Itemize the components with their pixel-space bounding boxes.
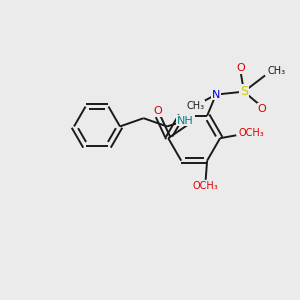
Text: NH: NH	[177, 116, 194, 126]
Text: S: S	[240, 85, 248, 98]
Text: CH₃: CH₃	[186, 101, 204, 111]
Text: N: N	[212, 90, 220, 100]
Text: O: O	[154, 106, 162, 116]
Text: OCH₃: OCH₃	[239, 128, 265, 138]
Text: O: O	[237, 63, 245, 73]
Text: OCH₃: OCH₃	[193, 181, 218, 191]
Text: CH₃: CH₃	[267, 66, 285, 76]
Text: O: O	[258, 104, 267, 114]
